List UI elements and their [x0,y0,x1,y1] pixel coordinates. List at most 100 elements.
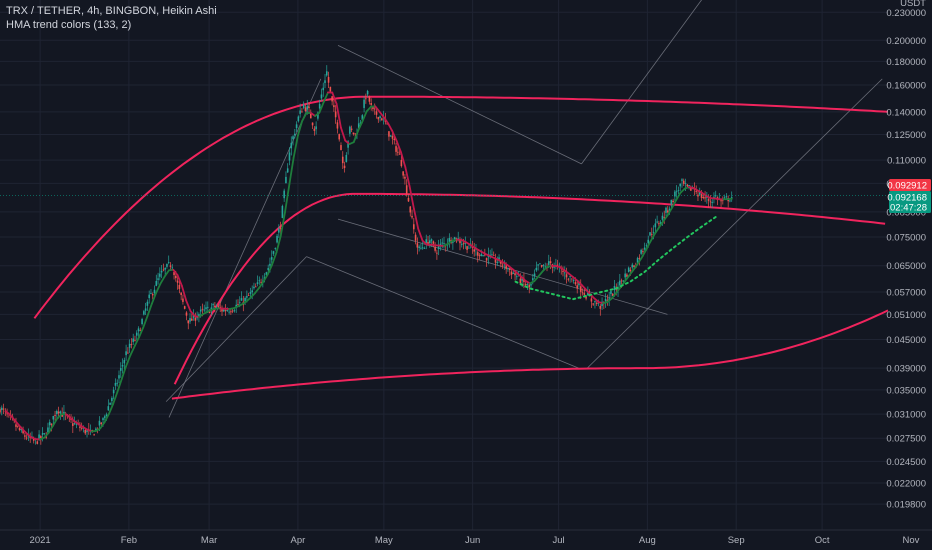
candle-body [674,191,676,197]
candle-body [427,241,429,246]
candle-body [631,264,634,268]
candle-body [553,266,555,268]
candle-body [114,382,117,386]
candle-body [528,284,531,288]
candle-body [36,441,39,444]
hma-segment [254,286,261,295]
candle-body [482,255,484,256]
hma-segment [43,431,50,439]
candle-body [93,434,95,436]
candle-body [619,280,621,286]
candle-body [626,274,628,277]
price-badge-teal [889,191,931,214]
hma-segment [249,292,256,299]
hma-segment [258,280,265,289]
hma-segment [533,275,540,283]
hma-segment [563,269,570,275]
candle-body [665,207,667,213]
candle-body [128,343,131,348]
candle-body [700,194,703,198]
candle-body [620,280,623,282]
candle-body [418,246,420,248]
hma-segment [627,269,634,277]
hma-segment [262,273,269,283]
candle-body [75,423,78,425]
candle-body [194,317,197,321]
candle-body [24,435,26,437]
candle-body [18,428,21,430]
candle-body [542,265,545,266]
candle-body [547,261,550,265]
candle-body [510,271,513,275]
price-tick-label: 0.057000 [886,288,926,299]
candle-body [254,286,257,288]
time-tick-label: Mar [201,535,217,546]
projection-curve [514,215,718,301]
candle-body [666,210,669,213]
candle-body [389,135,392,137]
candle-body [448,237,451,242]
candle-body [500,260,502,264]
candle-body [507,268,509,270]
hma-segment [112,390,119,405]
hma-segment [185,299,192,312]
candle-body [569,275,571,277]
candle-body [206,306,209,308]
hma-segment [172,268,179,277]
candle-body [388,131,390,137]
price-tick-label: 0.031000 [886,410,926,421]
hma-segment [271,251,278,266]
candle-body [532,278,534,281]
candle-body [484,254,486,256]
candle-body [462,243,465,245]
candle-body [397,151,399,153]
hma-segment [314,111,321,117]
candle-body [375,111,378,115]
candle-body [608,298,610,301]
hma-segment [382,116,390,125]
time-axis-bg [0,530,932,550]
candle-body [574,282,577,285]
candle-body [604,298,607,302]
candle-body [562,270,564,272]
hma-segment [391,130,398,143]
candle-body [428,240,431,244]
hma-segment [331,91,338,105]
price-tick-label: 0.035000 [886,385,926,396]
candle-body [107,406,110,411]
candle-body [109,402,111,405]
candle-body [176,280,179,283]
candle-body [146,301,149,306]
candle-body [166,263,168,267]
candle-body [38,434,40,440]
candle-body [414,234,417,241]
candle-body [530,284,532,286]
hma-segment [649,233,656,243]
hma-segment [13,418,20,426]
time-tick-label: Feb [121,535,137,546]
hma-segment [361,110,368,123]
candle-body [372,106,374,109]
candle-body [675,191,678,193]
candle-body [350,128,353,130]
price-tick-label: 0.125000 [886,130,926,141]
candle-body [2,408,5,410]
band-lower [171,309,889,400]
price-badge-red [889,179,931,192]
hma-segment [17,423,24,431]
candle-body [395,146,397,152]
candle-body [253,286,255,289]
candle-body [391,136,394,139]
candle-body [549,261,552,264]
hma-segment [138,326,145,339]
hma-segment [614,286,622,295]
candle-body [402,171,404,176]
price-tick-label: 0.019800 [886,500,926,511]
candle-body [516,276,518,278]
candle-body [130,344,133,346]
candle-body [189,318,191,322]
hma-segment [640,249,647,259]
candle-body [409,206,412,213]
hma-segment [107,403,115,415]
